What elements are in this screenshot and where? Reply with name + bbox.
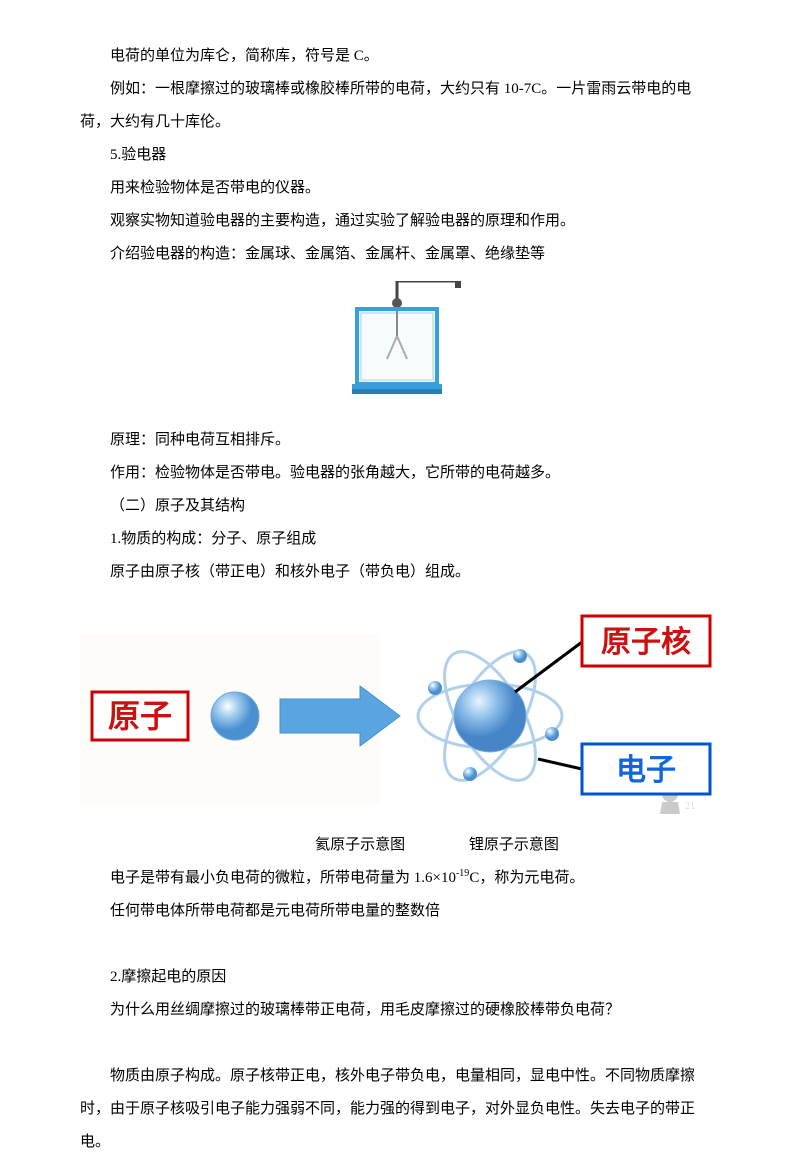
text-electron-prefix: 电子是带有最小负电荷的微粒，所带电荷量为 1.6×10 (110, 870, 456, 886)
atom-diagram: 21 原子 (80, 604, 714, 814)
atom-label-text: 原子 (108, 698, 172, 734)
paragraph-charge-multiple: 任何带电体所带电荷都是元电荷所带电量的整数倍 (80, 895, 714, 928)
paragraph-function: 作用：检验物体是否带电。验电器的张角越大，它所带的电荷越多。 (80, 457, 714, 490)
paragraph-matter-composition: 1.物质的构成：分子、原子组成 (80, 523, 714, 556)
electroscope-figure (80, 281, 714, 414)
paragraph-charge-unit: 电荷的单位为库仑，简称库，符号是 C。 (80, 40, 714, 73)
paragraph-atom-composition: 原子由原子核（带正电）和核外电子（带负电）组成。 (80, 556, 714, 589)
heading-friction-cause: 2.摩擦起电的原因 (80, 961, 714, 994)
paragraph-electroscope-observe: 观察实物知道验电器的主要构造，通过实验了解验电器的原理和作用。 (80, 205, 714, 238)
paragraph-electron-charge: 电子是带有最小负电荷的微粒，所带电荷量为 1.6×10-19C，称为元电荷。 (80, 862, 714, 895)
text-electron-suffix: C，称为元电荷。 (469, 870, 584, 886)
atom-diagram-svg: 21 原子 (80, 604, 714, 814)
heading-electroscope: 5.验电器 (80, 139, 714, 172)
atom-label-group: 原子 (92, 692, 188, 740)
document-body: 电荷的单位为库仑，简称库，符号是 C。 例如：一根摩擦过的玻璃棒或橡胶棒所带的电… (80, 40, 714, 1159)
electroscope-svg-wrap (332, 281, 462, 401)
paragraph-principle: 原理：同种电荷互相排斥。 (80, 424, 714, 457)
caption-helium: 氦原子示意图 (285, 829, 435, 862)
atom-captions: 氦原子示意图 锂原子示意图 (80, 829, 714, 862)
electron-label-text: 电子 (616, 754, 676, 787)
svg-text:21: 21 (685, 801, 695, 812)
paragraph-friction-question: 为什么用丝绸摩擦过的玻璃棒带正电荷，用毛皮摩擦过的硬橡胶棒带负电荷？ (80, 994, 714, 1027)
nucleus-label-text: 原子核 (601, 626, 691, 659)
caption-lithium: 锂原子示意图 (439, 829, 589, 862)
text-electron-exponent: -19 (456, 868, 469, 879)
text-example: 例如：一根摩擦过的玻璃棒或橡胶棒所带的电荷，大约只有 10-7C。一片雷雨云带电… (80, 81, 691, 130)
paragraph-electroscope-use: 用来检验物体是否带电的仪器。 (80, 172, 714, 205)
paragraph-electroscope-structure: 介绍验电器的构造：金属球、金属箔、金属杆、金属罩、绝缘垫等 (80, 238, 714, 271)
paragraph-friction-explanation: 物质由原子构成。原子核带正电，核外电子带负电，电量相同，显电中性。不同物质摩擦时… (80, 1060, 714, 1159)
heading-atom-structure: （二）原子及其结构 (80, 490, 714, 523)
paragraph-example: 例如：一根摩擦过的玻璃棒或橡胶棒所带的电荷，大约只有 10-7C。一片雷雨云带电… (80, 73, 714, 139)
electroscope-icon (332, 281, 462, 401)
